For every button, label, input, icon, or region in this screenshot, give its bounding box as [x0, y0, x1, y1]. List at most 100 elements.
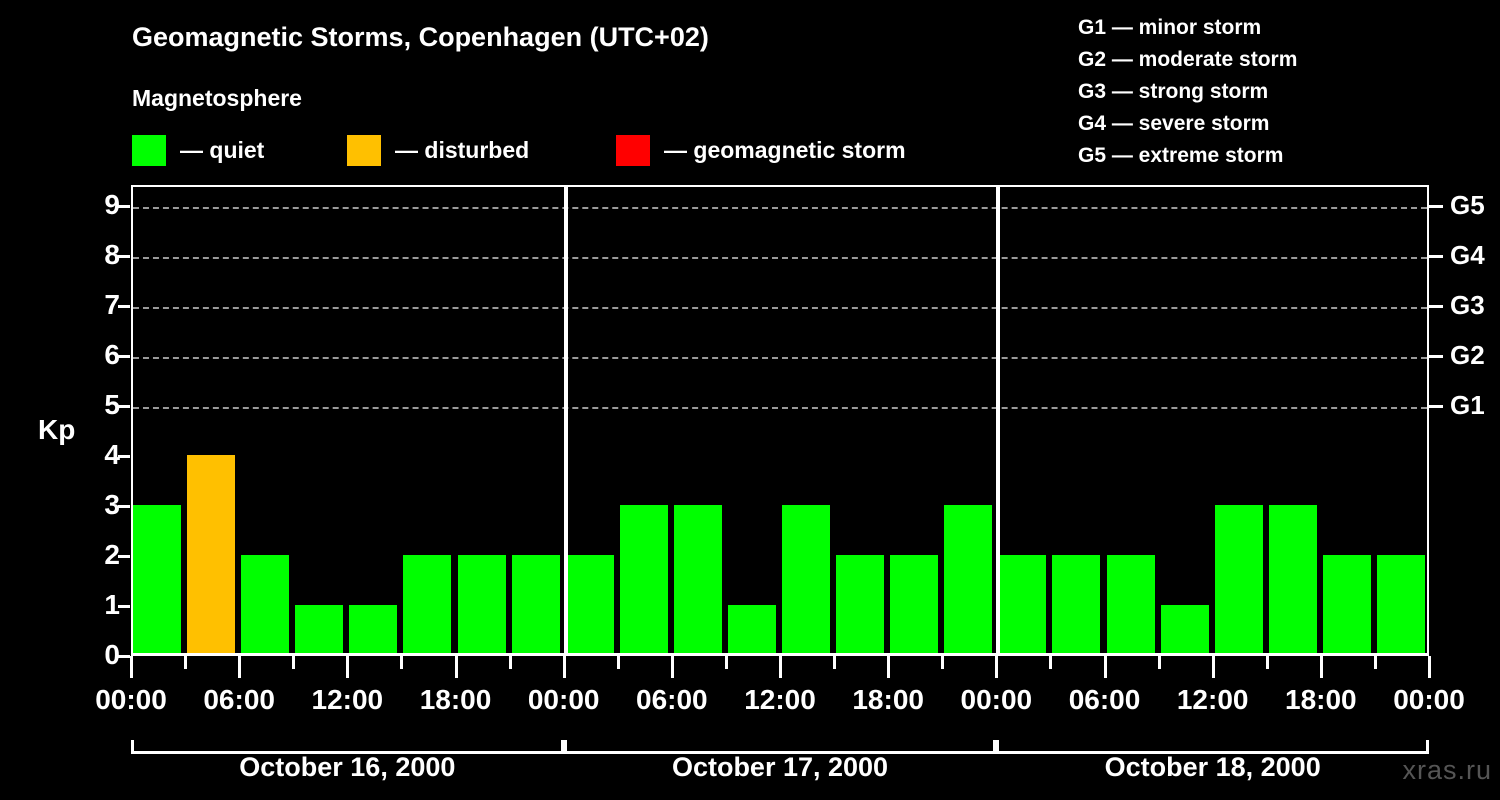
x-tick-label: 12:00	[744, 684, 816, 715]
watermark: xras.ru	[1402, 755, 1492, 785]
x-tick-major	[995, 656, 999, 678]
x-tick-major	[779, 656, 782, 678]
g-legend-row-g3: G3 — strong storm	[1078, 80, 1269, 103]
x-tick-major	[562, 656, 566, 678]
x-tick-label: 06:00	[1068, 684, 1141, 715]
y-tick-mark-0	[118, 655, 130, 658]
legend-entry-quiet: — quiet	[132, 133, 264, 167]
x-tick-label: 12:00	[1176, 684, 1249, 715]
legend-label-quiet: — quiet	[180, 136, 265, 163]
g-axis-label-g4: G4	[1450, 240, 1485, 270]
x-tick-minor	[616, 656, 620, 669]
x-tick-minor	[1157, 656, 1161, 669]
bar	[1268, 505, 1317, 655]
y-axis-title: Kp	[38, 414, 76, 445]
bar	[836, 555, 885, 655]
x-tick-label: 12:00	[311, 684, 384, 715]
x-tick-major	[1428, 656, 1431, 678]
x-tick-minor	[400, 656, 404, 669]
day-divider	[996, 187, 1001, 655]
x-tick-minor	[941, 656, 945, 669]
gridline-kp-6	[133, 357, 1427, 359]
y-tick-mark-7	[118, 305, 130, 308]
x-tick-minor	[1049, 656, 1053, 669]
bar	[782, 505, 831, 655]
x-axis-baseline	[131, 653, 1429, 656]
g-tick-mark-g2	[1429, 355, 1443, 358]
page-title: Geomagnetic Storms, Copenhagen (UTC+02)	[132, 22, 709, 52]
bar	[295, 605, 344, 655]
bar	[1052, 555, 1101, 655]
bar	[511, 555, 560, 655]
y-tick-mark-2	[118, 555, 130, 558]
plot-inner	[133, 187, 1427, 655]
legend-entry-disturbed: — disturbed	[347, 133, 529, 167]
x-tick-label: 00:00	[960, 684, 1033, 715]
bar	[944, 505, 993, 655]
day-divider	[563, 187, 568, 655]
gridline-kp-9	[133, 207, 1427, 209]
x-tick-label: 18:00	[1285, 684, 1357, 715]
gridline-kp-5	[133, 407, 1427, 409]
day-bracket	[131, 740, 564, 754]
y-tick-mark-3	[118, 505, 130, 508]
bar	[1106, 555, 1155, 655]
g-tick-mark-g1	[1429, 405, 1443, 408]
y-tick-label-9: 9	[104, 189, 120, 220]
y-tick-mark-9	[118, 205, 130, 208]
x-tick-minor	[1373, 656, 1377, 669]
chart-subtitle: Magnetosphere	[132, 85, 302, 111]
legend-swatch-disturbed	[347, 134, 381, 166]
bar	[1214, 505, 1263, 655]
x-tick-label: 00:00	[527, 684, 600, 715]
bar	[133, 505, 182, 655]
bar	[998, 555, 1047, 655]
y-tick-label-5: 5	[104, 389, 120, 420]
g-legend-row-g4: G4 — severe storm	[1078, 112, 1270, 135]
legend-swatch-geomagnetic-storm	[616, 134, 650, 166]
legend-swatch-quiet	[132, 134, 166, 166]
y-axis: 0 1 2 3 4 5 6 7 8 9	[60, 0, 120, 800]
g-tick-mark-g5	[1429, 205, 1443, 208]
gridline-kp-8	[133, 257, 1427, 259]
x-tick-minor	[724, 656, 728, 669]
x-tick-minor	[184, 656, 188, 669]
x-tick-minor	[833, 656, 837, 669]
g-axis-label-g1: G1	[1450, 390, 1485, 420]
bar	[1376, 555, 1425, 655]
bar	[403, 555, 452, 655]
plot-area	[131, 185, 1429, 655]
y-tick-label-2: 2	[104, 539, 120, 570]
y-tick-label-3: 3	[104, 489, 120, 520]
x-tick-major	[1103, 656, 1107, 678]
g-legend-row-g1: G1 — minor storm	[1078, 16, 1262, 39]
day-bracket	[996, 740, 1429, 754]
date-label: October 18, 2000	[1104, 752, 1321, 782]
y-tick-mark-5	[118, 405, 130, 408]
date-label: October 16, 2000	[239, 752, 456, 782]
bar	[349, 605, 398, 655]
x-tick-label: 00:00	[1393, 684, 1465, 715]
legend-entry-geomagnetic-storm: — geomagnetic storm	[616, 133, 906, 167]
bar	[1160, 605, 1209, 655]
bar	[187, 455, 236, 655]
g-axis-label-g5: G5	[1450, 190, 1485, 220]
x-tick-major	[130, 656, 133, 678]
x-tick-label: 18:00	[852, 684, 924, 715]
x-tick-major	[1211, 656, 1215, 678]
legend-label-disturbed: — disturbed	[395, 136, 530, 163]
legend-label-geomagnetic-storm: — geomagnetic storm	[664, 136, 906, 163]
bar	[727, 605, 776, 655]
y-tick-label-4: 4	[104, 439, 120, 470]
y-tick-label-7: 7	[104, 289, 120, 320]
y-tick-label-0: 0	[104, 639, 120, 670]
day-bracket	[563, 740, 997, 754]
bar	[890, 555, 939, 655]
y-tick-label-6: 6	[104, 339, 120, 370]
x-tick-major	[670, 656, 674, 678]
gridline-kp-7	[133, 307, 1427, 309]
x-tick-major	[454, 656, 458, 678]
bar	[565, 555, 614, 655]
y-tick-label-1: 1	[104, 589, 120, 620]
